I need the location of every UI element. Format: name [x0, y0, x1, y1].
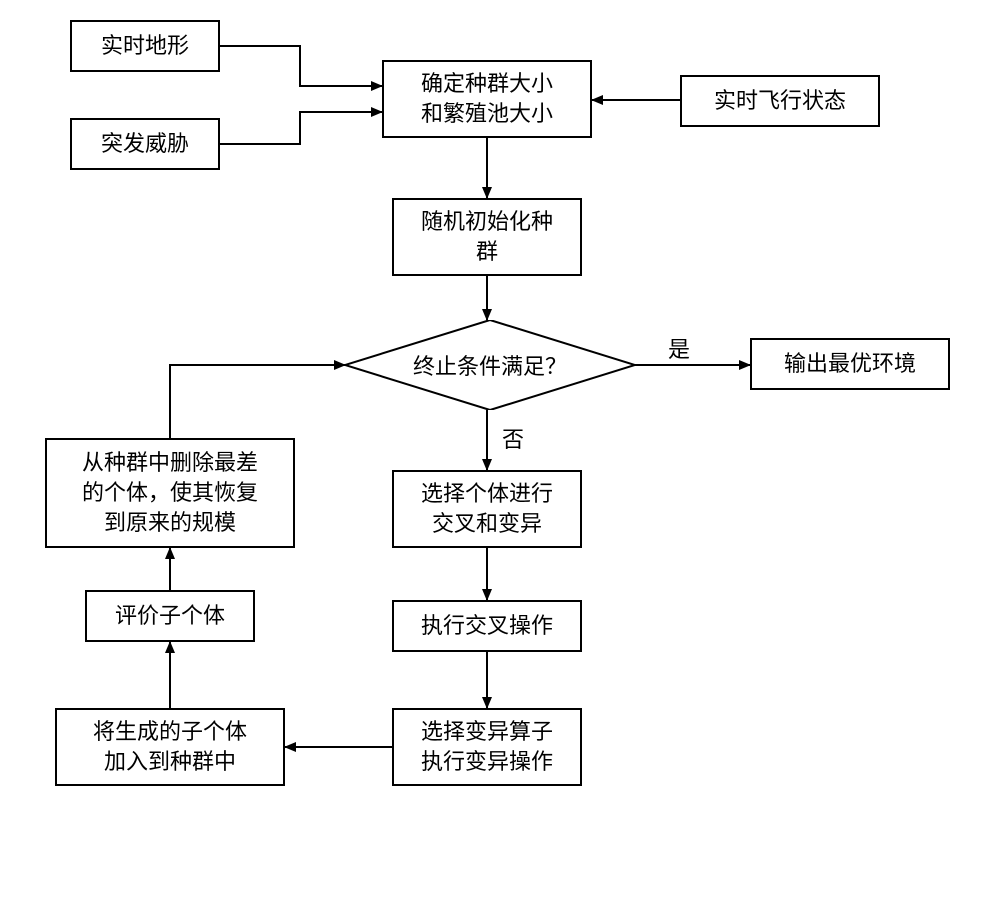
node-label: 选择变异算子执行变异操作	[421, 717, 553, 776]
flowchart-canvas: 实时地形 突发威胁 确定种群大小和繁殖池大小 实时飞行状态 随机初始化种群 终止…	[0, 0, 1000, 901]
node-label: 执行交叉操作	[421, 611, 553, 641]
node-threat: 突发威胁	[70, 118, 220, 170]
edge-label-decision-select: 否	[502, 422, 524, 454]
node-crossover: 执行交叉操作	[392, 600, 582, 652]
node-label: 评价子个体	[115, 601, 225, 631]
node-label: 终止条件满足？	[413, 349, 567, 381]
node-label: 从种群中删除最差的个体，使其恢复到原来的规模	[82, 448, 258, 537]
edge-threat-popsize	[220, 112, 382, 144]
node-label: 将生成的子个体加入到种群中	[93, 717, 247, 776]
node-label: 确定种群大小和繁殖池大小	[421, 69, 553, 128]
edge-remove-decision	[170, 365, 345, 438]
node-terrain: 实时地形	[70, 20, 220, 72]
node-label: 选择个体进行交叉和变异	[421, 479, 553, 538]
node-select: 选择个体进行交叉和变异	[392, 470, 582, 548]
node-label: 随机初始化种群	[421, 207, 553, 266]
node-evaluate: 评价子个体	[85, 590, 255, 642]
node-popsize: 确定种群大小和繁殖池大小	[382, 60, 592, 138]
node-label: 输出最优环境	[784, 349, 916, 379]
node-remove: 从种群中删除最差的个体，使其恢复到原来的规模	[45, 438, 295, 548]
node-decision: 终止条件满足？	[345, 320, 635, 410]
node-mutate: 选择变异算子执行变异操作	[392, 708, 582, 786]
node-label: 实时飞行状态	[714, 86, 846, 116]
node-add: 将生成的子个体加入到种群中	[55, 708, 285, 786]
node-label: 实时地形	[101, 31, 189, 61]
node-init: 随机初始化种群	[392, 198, 582, 276]
node-label: 突发威胁	[101, 129, 189, 159]
node-flight: 实时飞行状态	[680, 75, 880, 127]
node-output: 输出最优环境	[750, 338, 950, 390]
edge-label-decision-output: 是	[668, 332, 690, 364]
edge-terrain-popsize	[220, 46, 382, 86]
